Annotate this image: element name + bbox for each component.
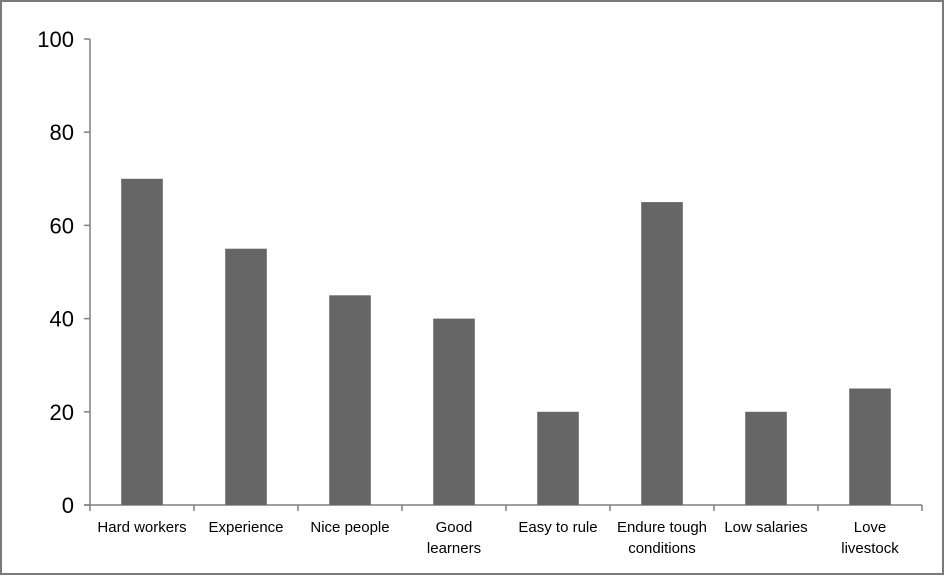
x-tick-label-line: livestock xyxy=(841,540,899,557)
x-tick-label-line: Love xyxy=(854,519,887,536)
bar xyxy=(745,411,787,505)
x-tick-label-line: Easy to rule xyxy=(518,519,597,536)
x-tick-label: Good learners xyxy=(427,519,481,557)
y-tick-label: 60 xyxy=(50,213,74,238)
y-tick-label: 40 xyxy=(50,307,74,332)
x-tick-label: Endure tough conditions xyxy=(617,519,707,557)
x-tick-label-line: Endure tough xyxy=(617,519,707,536)
x-tick-label-line: Hard workers xyxy=(97,519,186,536)
bar xyxy=(537,411,579,505)
bar xyxy=(121,178,163,506)
bar xyxy=(433,318,475,505)
bar xyxy=(329,295,371,505)
x-tick-label-line: Experience xyxy=(208,519,283,536)
x-tick-label: Nice people xyxy=(310,519,389,536)
x-tick-label-line: learners xyxy=(427,540,481,557)
x-tick-label: Experience xyxy=(208,519,283,536)
x-tick-label-line: Low salaries xyxy=(724,519,807,536)
bar xyxy=(849,388,891,505)
x-tick-label: Low salaries xyxy=(724,519,807,536)
x-tick-label-line: conditions xyxy=(628,540,696,557)
x-tick-label: Hard workers xyxy=(97,519,186,536)
bar xyxy=(225,248,267,505)
y-tick-label: 20 xyxy=(50,400,74,425)
y-tick-label: 100 xyxy=(37,27,74,52)
y-tick-label: 80 xyxy=(50,120,74,145)
y-axis: 0 20 40 60 80 100 xyxy=(37,27,91,518)
y-tick-label: 0 xyxy=(62,493,74,518)
x-axis xyxy=(84,504,923,511)
x-tick-label-line: Nice people xyxy=(310,519,389,536)
x-tick-label: Love livestock xyxy=(841,519,899,557)
bars xyxy=(121,178,891,506)
bar xyxy=(641,202,683,505)
x-tick-label: Easy to rule xyxy=(518,519,597,536)
x-tick-labels: Hard workers Experience Nice people Good lea… xyxy=(97,519,899,557)
x-tick-label-line: Good xyxy=(436,519,473,536)
